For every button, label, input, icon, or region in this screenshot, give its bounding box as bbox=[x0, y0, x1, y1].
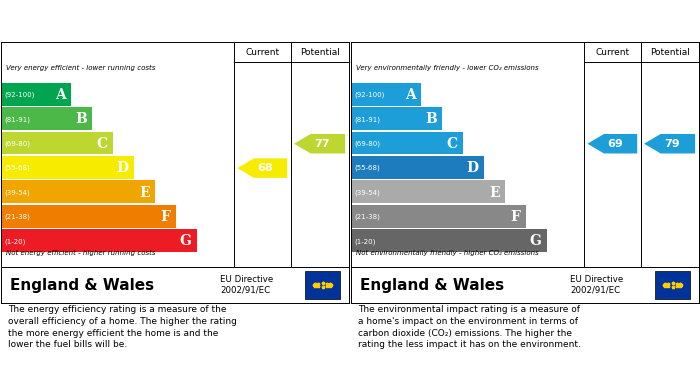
Text: 69: 69 bbox=[607, 139, 623, 149]
Text: The environmental impact rating is a measure of
a home's impact on the environme: The environmental impact rating is a mea… bbox=[358, 305, 581, 350]
Text: (55-68): (55-68) bbox=[355, 165, 381, 171]
Text: EU Directive
2002/91/EC: EU Directive 2002/91/EC bbox=[570, 275, 624, 295]
Bar bbox=[1, 205, 176, 228]
Bar bbox=[1, 107, 92, 130]
Text: 79: 79 bbox=[664, 139, 680, 149]
Text: (39-54): (39-54) bbox=[5, 189, 31, 196]
Text: A: A bbox=[405, 88, 416, 102]
Bar bbox=[351, 156, 484, 179]
Bar bbox=[584, 42, 699, 63]
Text: (81-91): (81-91) bbox=[355, 116, 381, 122]
Text: C: C bbox=[447, 137, 458, 151]
Text: G: G bbox=[180, 234, 192, 248]
Text: Current: Current bbox=[595, 48, 629, 57]
Text: (39-54): (39-54) bbox=[355, 189, 381, 196]
Text: D: D bbox=[467, 161, 479, 175]
Text: C: C bbox=[97, 137, 108, 151]
Text: (1-20): (1-20) bbox=[355, 238, 376, 245]
Text: (69-80): (69-80) bbox=[355, 140, 381, 147]
Text: F: F bbox=[161, 210, 171, 224]
Polygon shape bbox=[587, 134, 637, 154]
Text: (55-68): (55-68) bbox=[5, 165, 31, 171]
Text: EU Directive
2002/91/EC: EU Directive 2002/91/EC bbox=[220, 275, 274, 295]
Polygon shape bbox=[294, 134, 345, 154]
Bar bbox=[351, 205, 526, 228]
Text: Very energy efficient - lower running costs: Very energy efficient - lower running co… bbox=[6, 65, 155, 71]
Text: (92-100): (92-100) bbox=[5, 91, 35, 98]
Text: A: A bbox=[55, 88, 66, 102]
Text: England & Wales: England & Wales bbox=[10, 278, 154, 292]
Bar bbox=[351, 229, 547, 252]
Bar bbox=[351, 107, 442, 130]
Polygon shape bbox=[237, 158, 287, 178]
Text: Current: Current bbox=[245, 48, 279, 57]
Text: F: F bbox=[511, 210, 521, 224]
Bar bbox=[351, 180, 505, 203]
Text: England & Wales: England & Wales bbox=[360, 278, 504, 292]
Text: The energy efficiency rating is a measure of the
overall efficiency of a home. T: The energy efficiency rating is a measur… bbox=[8, 305, 237, 350]
Text: Potential: Potential bbox=[650, 48, 690, 57]
Bar bbox=[305, 271, 340, 300]
Text: B: B bbox=[425, 112, 437, 126]
Text: (69-80): (69-80) bbox=[5, 140, 31, 147]
Text: Very environmentally friendly - lower CO₂ emissions: Very environmentally friendly - lower CO… bbox=[356, 65, 538, 71]
Text: Not environmentally friendly - higher CO₂ emissions: Not environmentally friendly - higher CO… bbox=[356, 250, 538, 256]
Bar bbox=[1, 131, 113, 154]
Bar bbox=[1, 83, 71, 106]
Text: 68: 68 bbox=[257, 163, 272, 173]
Bar bbox=[1, 156, 134, 179]
Bar bbox=[1, 180, 155, 203]
Text: Potential: Potential bbox=[300, 48, 339, 57]
Polygon shape bbox=[644, 134, 695, 154]
Text: (1-20): (1-20) bbox=[5, 238, 26, 245]
Text: (81-91): (81-91) bbox=[5, 116, 31, 122]
Text: D: D bbox=[117, 161, 129, 175]
Bar bbox=[234, 42, 349, 63]
Bar bbox=[1, 229, 197, 252]
Text: B: B bbox=[75, 112, 87, 126]
Bar bbox=[351, 83, 421, 106]
Bar bbox=[351, 131, 463, 154]
Text: E: E bbox=[489, 186, 500, 199]
Text: 77: 77 bbox=[314, 139, 330, 149]
Text: G: G bbox=[530, 234, 542, 248]
Text: (92-100): (92-100) bbox=[355, 91, 385, 98]
Text: Environmental Impact (CO₂) Rating: Environmental Impact (CO₂) Rating bbox=[360, 16, 622, 29]
Text: Not energy efficient - higher running costs: Not energy efficient - higher running co… bbox=[6, 250, 155, 256]
Text: (21-38): (21-38) bbox=[5, 214, 31, 220]
Bar bbox=[655, 271, 690, 300]
Text: E: E bbox=[139, 186, 150, 199]
Text: Energy Efficiency Rating: Energy Efficiency Rating bbox=[10, 16, 193, 29]
Text: (21-38): (21-38) bbox=[355, 214, 381, 220]
